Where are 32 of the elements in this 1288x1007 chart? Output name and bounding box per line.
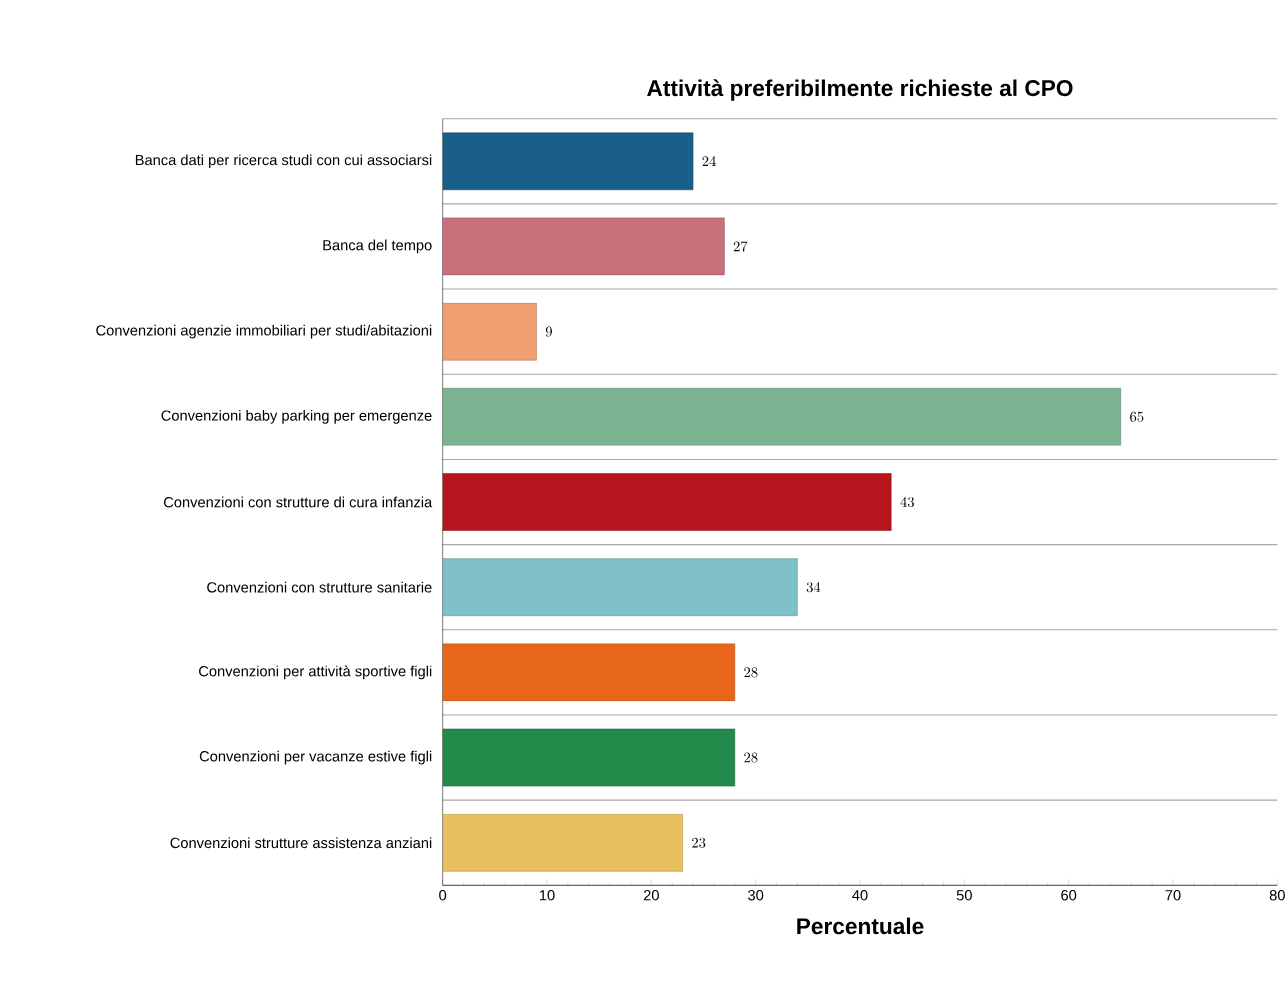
y-tick-label: Convenzioni strutture assistenza anziani [170,837,432,849]
x-tick-label: 0 [439,890,447,901]
x-axis-title: Percentuale [797,917,924,935]
data-label: 43 [900,496,914,508]
data-label: 9 [545,326,552,337]
data-label: 23 [692,837,706,848]
data-label: 27 [733,241,748,252]
x-tick-label: 80 [1269,890,1285,901]
x-tick-label: 10 [539,890,555,901]
x-tick-label: 30 [748,890,764,901]
x-tick-label: 50 [956,890,972,901]
y-tick-label: Convenzioni baby parking per emergenze [161,410,432,424]
bar [442,217,725,276]
y-tick-label: Convenzioni per attività sportive figli [199,665,432,680]
data-label: 65 [1130,411,1144,423]
x-tick-label: 20 [643,890,659,901]
y-tick-label: Convenzioni per vacanze estive figli [199,750,432,765]
chart-title: Attività preferibilmente richieste al CPO [647,79,1073,101]
x-tick-label: 40 [852,890,868,901]
data-label: 34 [806,582,821,593]
y-tick-label: Convenzioni con strutture sanitarie [207,581,432,593]
data-label: 24 [702,156,716,167]
bar [442,814,683,872]
y-tick-label: Banca del tempo [323,239,432,254]
y-tick-label: Convenzioni con strutture di cura infanzia [163,496,433,508]
x-tick-label: 70 [1165,890,1181,901]
y-tick-label: Convenzioni agenzie immobiliari per studi/abitazioni [96,324,432,339]
data-label: 28 [744,752,758,763]
x-tick-label: 60 [1061,890,1077,901]
data-label: 28 [744,667,758,678]
bar [442,728,736,787]
y-tick-label: Banca dati per ricerca studi con cui associarsi [135,154,432,169]
